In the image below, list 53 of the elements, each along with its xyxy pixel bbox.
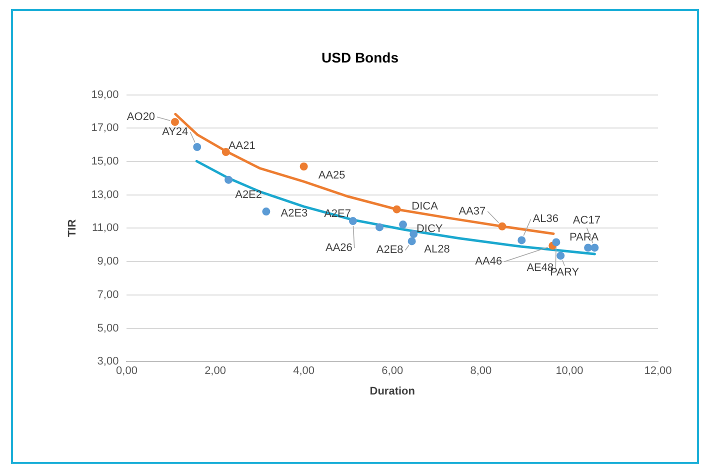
annotation: A2E2 [235, 188, 262, 201]
y-tick-label: 19,00 [91, 88, 119, 101]
x-tick-label: 6,00 [382, 365, 404, 378]
point [193, 142, 202, 151]
y-tick-label: 17,00 [91, 122, 119, 134]
annotation: AA21 [228, 140, 256, 152]
point [348, 217, 357, 226]
point [222, 148, 230, 156]
y-tick-label: 11,00 [92, 222, 119, 234]
x-tick-label: 8,00 [470, 365, 492, 378]
point [376, 223, 384, 232]
y-tick-label: 7,00 [97, 288, 119, 301]
point [498, 222, 506, 230]
y-tick-label: 9,00 [97, 256, 119, 268]
point [170, 118, 179, 126]
annotation: AA37 [458, 205, 486, 218]
annotation: DICA [412, 200, 439, 212]
x-tick-label: 4,00 [293, 365, 315, 378]
point [590, 244, 599, 252]
point [556, 252, 565, 260]
chart-title: USD Bonds [322, 49, 399, 66]
annotation: AO20 [126, 111, 156, 124]
x-tick-label: 2,00 [204, 365, 226, 378]
point [552, 238, 560, 246]
point [398, 220, 407, 229]
annotation: DICY [416, 223, 444, 236]
annotation: PARA [569, 232, 600, 244]
y-tick-label: 15,00 [91, 156, 119, 168]
annotation: A2E8 [376, 244, 404, 256]
x-tick-label: 12,00 [644, 365, 672, 378]
point [262, 208, 270, 216]
y-tick-label: 3,00 [97, 356, 119, 368]
x-tick-label: 0,00 [116, 365, 138, 378]
y-axis-title: TIR [66, 219, 79, 238]
point [584, 244, 592, 252]
annotation: AL28 [424, 244, 450, 256]
annotation: AA26 [326, 242, 352, 254]
annotation: AY24 [162, 126, 188, 138]
annotation: AA46 [475, 256, 502, 268]
point [408, 237, 416, 246]
point [300, 162, 308, 171]
annotation: AC17 [572, 214, 600, 227]
y-tick-label: 13,00 [91, 188, 119, 201]
x-tick-label: 10,00 [556, 365, 584, 378]
point [224, 176, 233, 184]
y-tick-label: 5,00 [97, 322, 119, 334]
point [518, 236, 526, 244]
point [410, 230, 418, 238]
annotation: A2E3 [280, 208, 308, 220]
annotation: AA25 [318, 170, 346, 182]
annotation: AL36 [532, 213, 558, 226]
point [392, 205, 401, 214]
x-axis-title: Duration [370, 385, 416, 398]
